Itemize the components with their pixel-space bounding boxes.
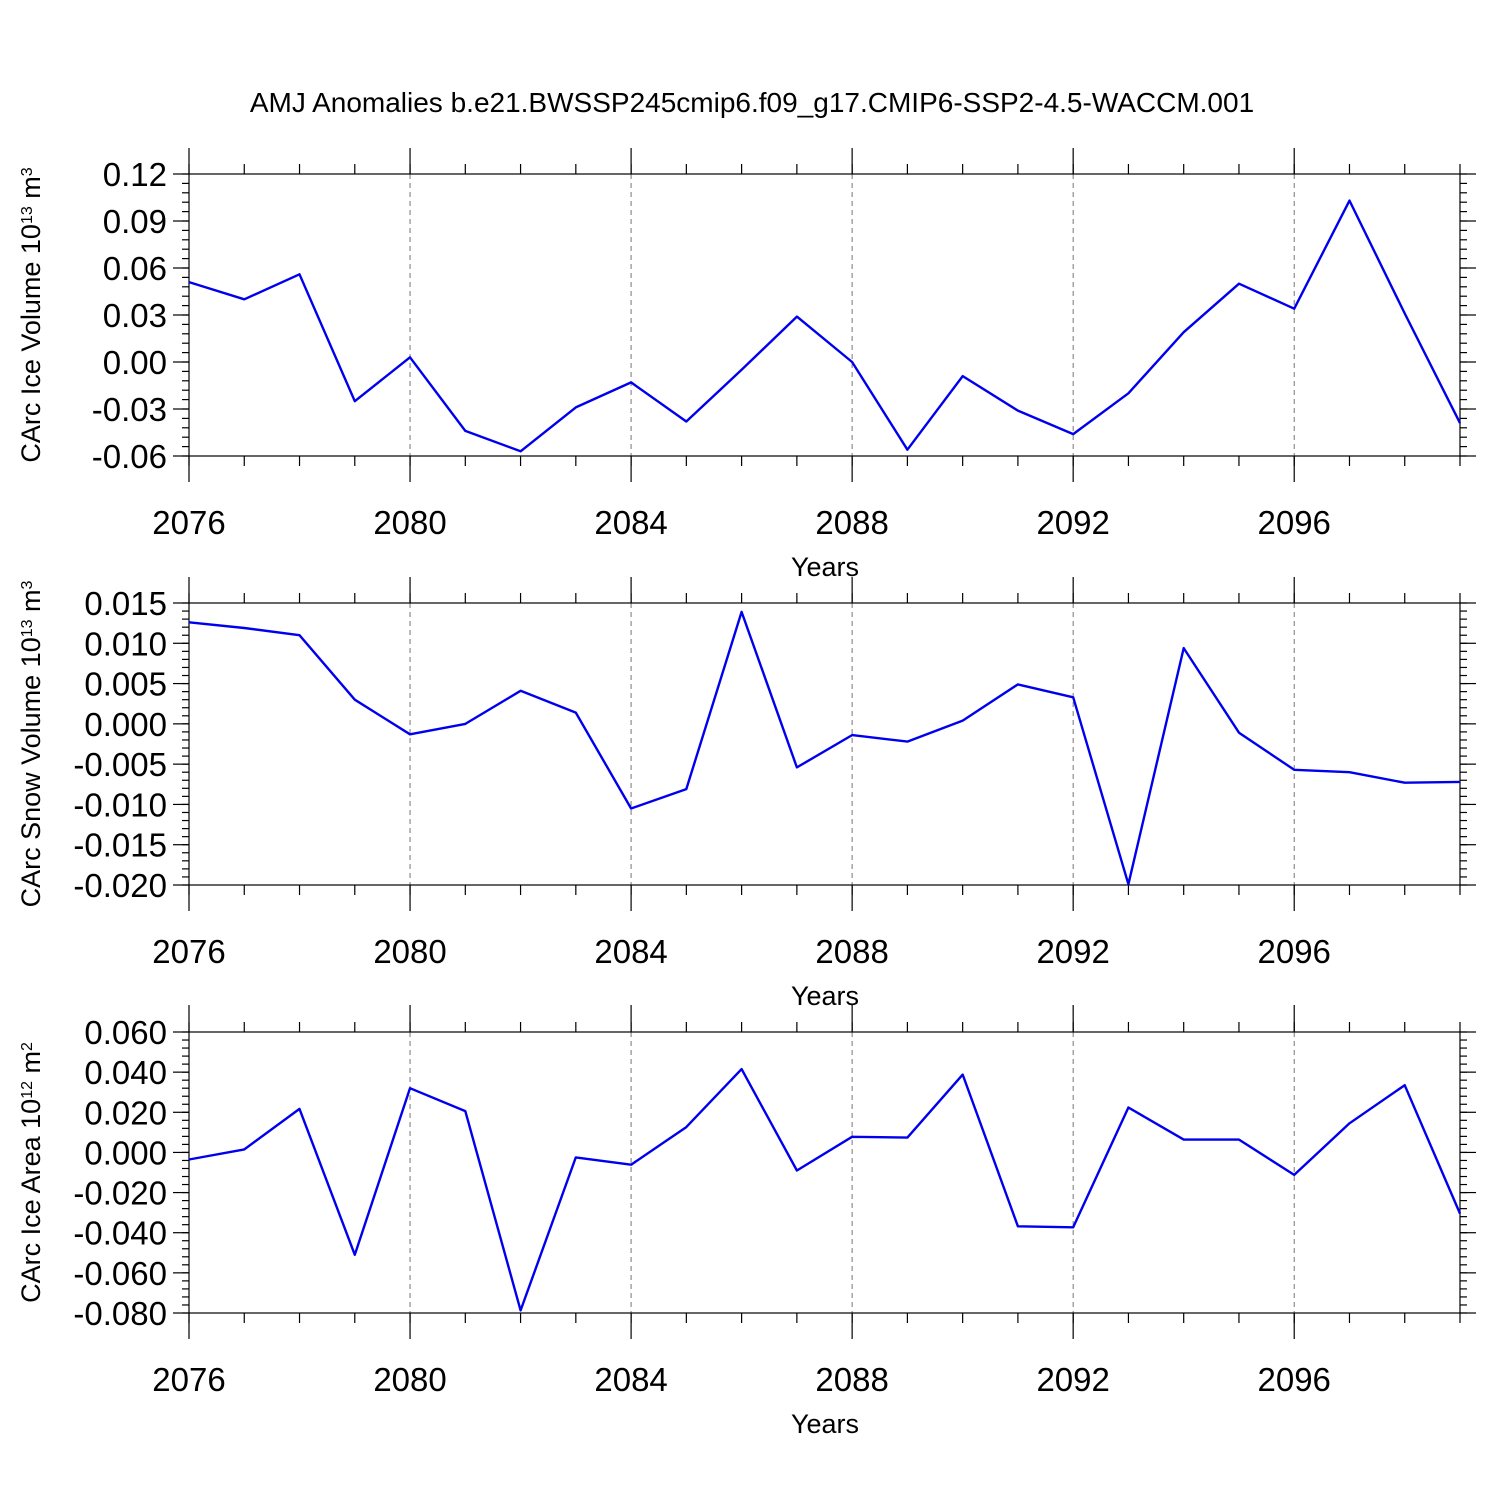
- x-tick-label: 2092: [1036, 504, 1109, 541]
- y-tick-label: 0.000: [84, 706, 167, 743]
- series-line: [188, 199, 1462, 453]
- y-tick-label: -0.020: [73, 1175, 167, 1212]
- y-axis-title-superscript: 13: [19, 619, 36, 637]
- panel-3: -0.080-0.060-0.040-0.020 0.0000.0200.0400…: [16, 1005, 1476, 1439]
- y-tick-label: -0.005: [73, 746, 167, 783]
- y-axis-title-part: CArc Ice Volume 10: [16, 224, 46, 463]
- y-tick-label: -0.03: [92, 391, 167, 428]
- y-axis-title: CArc Snow Volume 1013 m3: [16, 580, 46, 907]
- y-axis-title-superscript: 3: [19, 580, 36, 589]
- x-tick-label: 2096: [1258, 504, 1331, 541]
- y-tick-label: -0.020: [73, 867, 167, 904]
- panel-1: -0.06 -0.03 0.00 0.03 0.06 0.09 0.12 2076 2080 20…: [16, 148, 1476, 582]
- x-tick-label: 2088: [815, 1361, 888, 1398]
- chart-title: AMJ Anomalies b.e21.BWSSP245cmip6.f09_g1…: [250, 87, 1254, 118]
- x-tick-label: 2092: [1036, 933, 1109, 970]
- y-axis-title: CArc Ice Volume 1013 m3: [16, 167, 46, 462]
- y-tick-label: 0.03: [103, 297, 167, 334]
- y-tick-label: 0.06: [103, 250, 167, 287]
- x-tick-label: 2080: [373, 933, 446, 970]
- y-tick-label: -0.040: [73, 1215, 167, 1252]
- y-axis-title-part: m: [16, 589, 46, 619]
- y-tick-label: 0.040: [84, 1054, 167, 1091]
- y-tick-label: 0.010: [84, 625, 167, 662]
- plot-frame: [188, 1031, 1461, 1314]
- x-axis-title: Years: [791, 552, 859, 582]
- y-tick-label: 0.09: [103, 203, 167, 240]
- x-tick-label: 2076: [152, 1361, 225, 1398]
- x-tick-label: 2092: [1036, 1361, 1109, 1398]
- y-axis-title-superscript: 3: [19, 167, 36, 176]
- x-tick-label: 2080: [373, 1361, 446, 1398]
- y-axis-title: CArc Ice Area 1012 m2: [16, 1042, 46, 1303]
- y-tick-label: -0.080: [73, 1295, 167, 1332]
- x-tick-label: 2084: [594, 504, 667, 541]
- y-tick-label: 0.005: [84, 666, 167, 703]
- y-tick-label: 0.12: [103, 156, 167, 193]
- plot-frame: [188, 602, 1461, 886]
- y-axis-title-part: m: [16, 1051, 46, 1081]
- y-axis-title-part: m: [16, 176, 46, 206]
- y-tick-label: 0.00: [103, 344, 167, 381]
- x-tick-label: 2096: [1258, 1361, 1331, 1398]
- y-tick-label: -0.06: [92, 438, 167, 475]
- y-axis-title-part: CArc Ice Area 10: [16, 1099, 46, 1303]
- x-tick-label: 2088: [815, 504, 888, 541]
- y-tick-label: 0.015: [84, 585, 167, 622]
- x-axis-title: Years: [791, 1409, 859, 1439]
- plot-frame: [188, 173, 1461, 457]
- y-tick-label: -0.060: [73, 1255, 167, 1292]
- y-tick-label: -0.015: [73, 827, 167, 864]
- y-axis-title-superscript: 12: [19, 1081, 36, 1099]
- y-axis-title-part: CArc Snow Volume 10: [16, 637, 46, 907]
- series-line: [188, 610, 1461, 886]
- x-tick-label: 2084: [594, 1361, 667, 1398]
- x-tick-label: 2076: [152, 504, 225, 541]
- x-tick-label: 2084: [594, 933, 667, 970]
- y-tick-label: -0.010: [73, 786, 167, 823]
- x-tick-label: 2080: [373, 504, 446, 541]
- x-tick-label: 2096: [1258, 933, 1331, 970]
- y-tick-label: 0.000: [84, 1134, 167, 1171]
- y-axis-title-superscript: 13: [19, 206, 36, 224]
- y-tick-label: 0.020: [84, 1094, 167, 1131]
- x-tick-label: 2076: [152, 933, 225, 970]
- x-axis-title: Years: [791, 981, 859, 1011]
- y-axis-title-superscript: 2: [19, 1042, 36, 1051]
- series-line: [188, 1067, 1462, 1312]
- x-tick-label: 2088: [815, 933, 888, 970]
- y-tick-label: 0.060: [84, 1014, 167, 1051]
